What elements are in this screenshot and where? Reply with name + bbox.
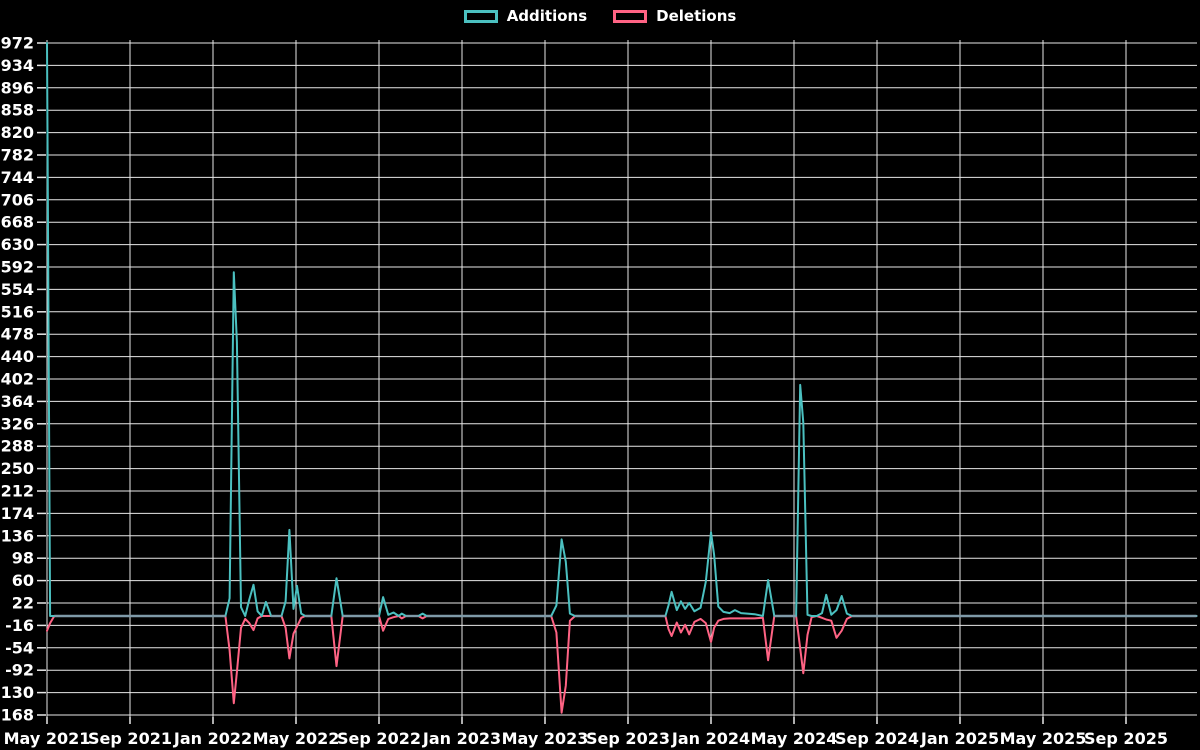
legend-label-additions: Additions [506, 7, 588, 25]
x-tick-label: May 2021 [4, 729, 91, 748]
x-tick-label: Jan 2025 [920, 729, 999, 748]
legend-item-additions[interactable]: Additions [463, 7, 588, 25]
y-tick-label: 60 [12, 571, 34, 590]
y-tick-label: 516 [1, 302, 34, 321]
x-tick-label: Jan 2022 [173, 729, 252, 748]
series-lines [46, 42, 1198, 714]
y-tick-label: 402 [1, 370, 34, 389]
x-tick-label: May 2022 [253, 729, 340, 748]
y-tick-label: 592 [1, 258, 34, 277]
y-tick-label: 440 [1, 347, 34, 366]
x-tick-label: Sep 2025 [1084, 729, 1168, 748]
x-tick-label: Sep 2024 [835, 729, 919, 748]
y-tick-label: -168 [0, 706, 34, 725]
chart-legend: Additions Deletions [0, 7, 1200, 25]
y-tick-label: -54 [5, 638, 34, 657]
y-tick-label: 364 [1, 392, 34, 411]
y-tick-label: 250 [1, 459, 34, 478]
y-tick-label: 136 [1, 526, 34, 545]
x-tick-label: Jan 2024 [671, 729, 750, 748]
y-tick-label: -130 [0, 683, 34, 702]
y-tick-label: 934 [1, 56, 34, 75]
x-tick-label: Sep 2023 [586, 729, 670, 748]
legend-swatch-deletions-icon [613, 9, 648, 23]
x-tick-label: May 2023 [502, 729, 589, 748]
y-tick-label: 212 [1, 482, 34, 501]
y-tick-label: 98 [12, 549, 34, 568]
y-tick-label: 22 [12, 594, 34, 613]
deletions-line [46, 615, 1198, 714]
axis-ticks [37, 42, 1127, 724]
gridlines [46, 40, 1197, 717]
additions-line [46, 42, 1198, 617]
y-tick-label: 972 [1, 34, 34, 53]
y-tick-label: 706 [1, 190, 34, 209]
legend-swatch-additions-icon [463, 9, 498, 23]
legend-item-deletions[interactable]: Deletions [613, 7, 736, 25]
y-tick-label: 630 [1, 235, 34, 254]
x-tick-label: May 2024 [751, 729, 838, 748]
x-tick-label: Jan 2023 [422, 729, 501, 748]
y-tick-label: 326 [1, 414, 34, 433]
y-tick-label: 478 [1, 325, 34, 344]
y-tick-label: -16 [5, 616, 34, 635]
y-tick-label: 174 [1, 504, 34, 523]
y-tick-label: 782 [1, 146, 34, 165]
y-axis-labels: 972 934 896 858 820 782 744 706 668 630 592 554 516 4… [0, 34, 34, 725]
x-tick-label: Sep 2022 [337, 729, 421, 748]
y-tick-label: 744 [1, 168, 34, 187]
y-tick-label: 896 [1, 78, 34, 97]
y-tick-label: 858 [1, 101, 34, 120]
y-tick-label: 668 [1, 213, 34, 232]
legend-label-deletions: Deletions [656, 7, 737, 25]
y-tick-label: 288 [1, 437, 34, 456]
y-tick-label: 820 [1, 123, 34, 142]
x-tick-label: May 2025 [1000, 729, 1087, 748]
y-tick-label: 554 [1, 280, 34, 299]
x-tick-label: Sep 2021 [88, 729, 172, 748]
y-tick-label: -92 [5, 661, 34, 680]
